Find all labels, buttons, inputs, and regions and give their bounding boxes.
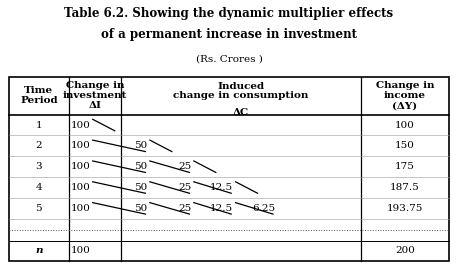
Text: 100: 100: [71, 162, 91, 171]
Text: 50: 50: [134, 141, 147, 150]
Text: 25: 25: [178, 204, 191, 213]
Text: 5: 5: [36, 204, 42, 213]
Text: 3: 3: [36, 162, 42, 171]
Text: 25: 25: [178, 162, 191, 171]
Text: ΔC: ΔC: [233, 108, 249, 117]
Text: n: n: [35, 246, 43, 256]
Text: Change in
income
(ΔY): Change in income (ΔY): [376, 81, 434, 110]
Text: of a permanent increase in investment: of a permanent increase in investment: [101, 28, 357, 41]
Text: Time
Period: Time Period: [20, 86, 58, 105]
Text: 187.5: 187.5: [390, 183, 420, 192]
Text: 25: 25: [178, 183, 191, 192]
Text: change in consumption: change in consumption: [174, 91, 309, 100]
Text: 50: 50: [134, 162, 147, 171]
Text: Induced: Induced: [218, 82, 265, 91]
Text: 175: 175: [395, 162, 415, 171]
Text: Table 6.2. Showing the dynamic multiplier effects: Table 6.2. Showing the dynamic multiplie…: [65, 7, 393, 20]
Text: 100: 100: [71, 121, 91, 130]
Text: 193.75: 193.75: [387, 204, 423, 213]
Text: 4: 4: [36, 183, 42, 192]
Text: (Rs. Crores ): (Rs. Crores ): [196, 54, 262, 63]
Text: 1: 1: [36, 121, 42, 130]
Text: 100: 100: [395, 121, 415, 130]
Text: 50: 50: [134, 204, 147, 213]
Text: 50: 50: [134, 183, 147, 192]
Text: 100: 100: [71, 204, 91, 213]
Text: 100: 100: [71, 246, 91, 256]
Text: 12.5: 12.5: [210, 183, 234, 192]
Text: 6.25: 6.25: [252, 204, 275, 213]
Text: 200: 200: [395, 246, 415, 256]
Text: 150: 150: [395, 141, 415, 150]
Text: 12.5: 12.5: [210, 204, 234, 213]
Text: Change in
investment
ΔI: Change in investment ΔI: [63, 81, 127, 110]
Text: 100: 100: [71, 183, 91, 192]
Text: 100: 100: [71, 141, 91, 150]
Text: 2: 2: [36, 141, 42, 150]
